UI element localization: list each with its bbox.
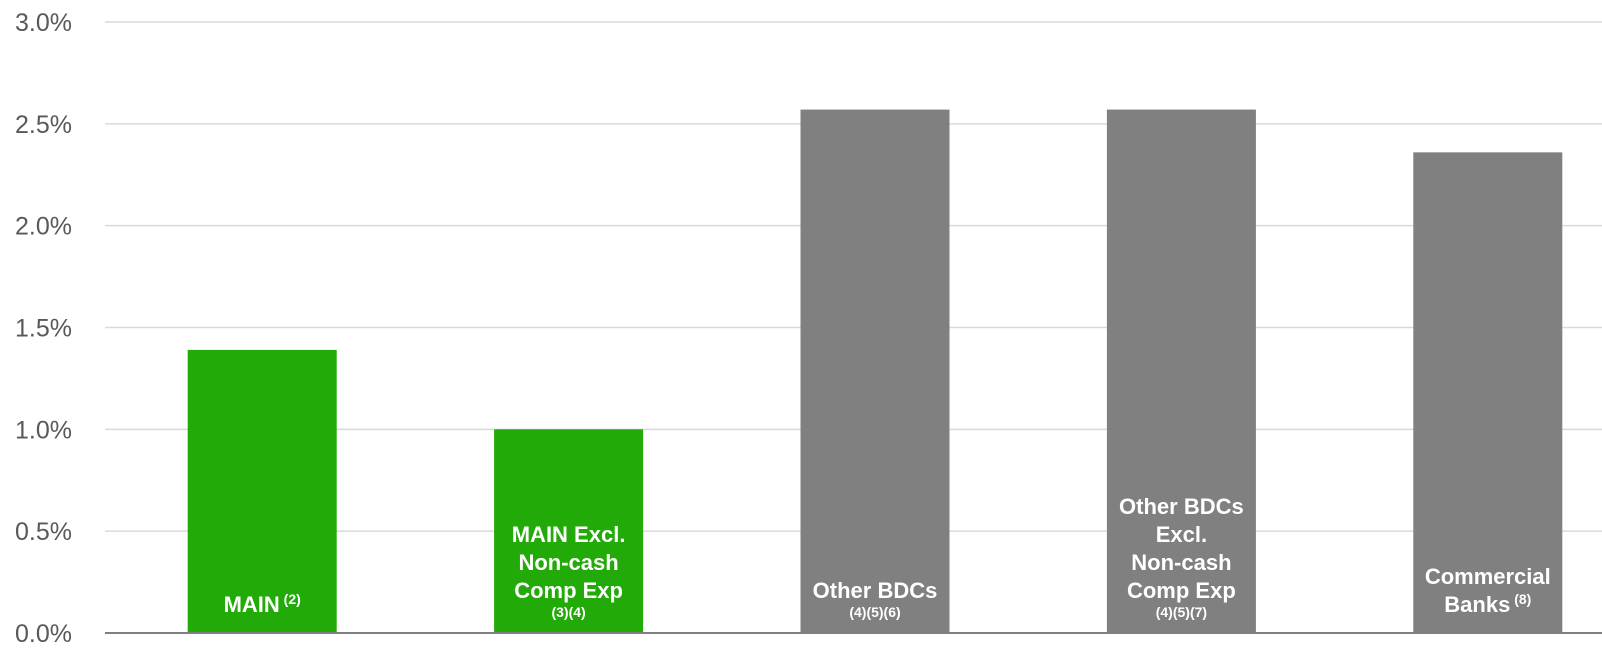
bar — [1106, 109, 1256, 634]
y-axis-tick-labels: 0.0% 0.5% 1.0% 1.5% 2.0% 2.5% 3.0% — [15, 9, 72, 648]
bar-label: Other BDCs Excl. Non-cash Comp Exp (4)(5)(7) — [1097, 493, 1266, 619]
y-tick-label: 3.0% — [15, 9, 72, 37]
bar-label-line: Other BDCs — [812, 578, 938, 603]
bar-label-line: MAIN (2) — [223, 591, 301, 617]
bar-label: MAIN (2) — [178, 591, 347, 619]
bar-label-line: Other BDCs — [1119, 494, 1244, 519]
bar-label-line: Comp Exp — [514, 578, 623, 603]
footnote-marker: (3)(4) — [551, 604, 586, 620]
y-tick-label: 1.0% — [15, 416, 72, 444]
bar — [800, 109, 950, 634]
y-tick-label: 1.5% — [15, 315, 72, 343]
bar-label: Other BDCs (4)(5)(6) — [791, 577, 960, 619]
bar — [187, 349, 337, 633]
y-tick-label: 0.5% — [15, 518, 72, 546]
footnote-marker: (2) — [279, 591, 301, 607]
bar-label-line: Banks (8) — [1444, 591, 1532, 617]
bar-label-line: Non-cash — [518, 550, 619, 575]
bar-label: MAIN Excl. Non-cash Comp Exp (3)(4) — [484, 521, 653, 619]
bar-label-line: Comp Exp — [1126, 578, 1236, 603]
y-tick-label: 2.0% — [15, 213, 72, 241]
y-tick-label: 0.0% — [15, 620, 72, 648]
bar-label-line: Commercial — [1424, 564, 1551, 589]
footnote-marker: (4)(5)(6) — [849, 604, 901, 620]
bar-label: Commercial Banks (8) — [1403, 563, 1572, 619]
bar-label-line: Non-cash — [1131, 550, 1232, 575]
footnote-marker: (4)(5)(7) — [1155, 604, 1208, 620]
bar — [1413, 152, 1563, 633]
bars — [187, 109, 1563, 634]
bar-label-line: MAIN Excl. — [511, 522, 626, 547]
y-tick-label: 2.5% — [15, 111, 72, 139]
footnote-marker: (8) — [1510, 591, 1532, 607]
bar — [494, 429, 644, 633]
bar-label-line: Excl. — [1155, 522, 1208, 547]
